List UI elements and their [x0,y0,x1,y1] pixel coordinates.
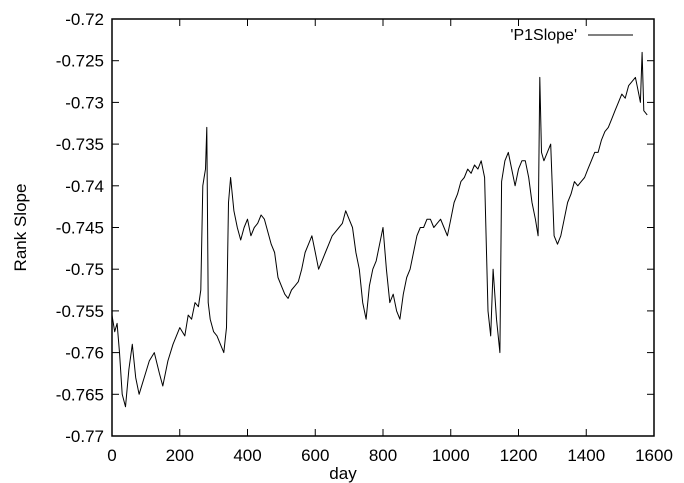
y-tick-label: -0.755 [56,302,104,321]
x-tick-label: 1000 [432,446,470,465]
x-axis-title: day [329,464,357,483]
x-tick-label: 800 [369,446,397,465]
plot-frame [111,18,655,437]
x-tick-label: 1400 [567,446,605,465]
y-tick-label: -0.74 [65,177,104,196]
x-tick-label: 1200 [500,446,538,465]
legend-label: 'P1Slope' [510,27,577,44]
y-tick-label: -0.72 [65,10,104,29]
y-axis-title: Rank Slope [11,184,30,272]
y-tick-label: -0.765 [56,385,104,404]
y-tick-label: -0.77 [65,427,104,446]
series-layer [111,51,648,408]
x-tick-label: 600 [301,446,329,465]
y-tick-label: -0.735 [56,135,104,154]
y-tick-label: -0.745 [56,219,104,238]
x-tick-label: 0 [107,446,116,465]
y-tick-label: -0.75 [65,260,104,279]
y-tick-label: -0.73 [65,93,104,112]
x-tick-label: 400 [233,446,261,465]
legend: 'P1Slope' [510,27,633,44]
y-tick-label: -0.76 [65,344,104,363]
x-tick-label: 200 [166,446,194,465]
y-tick-label: -0.725 [56,52,104,71]
series-line-p1slope [111,51,648,408]
y-axis-ticks: -0.72 -0.725 -0.73 -0.735 -0.74 -0.745 -0.75 -0… [56,10,654,446]
x-tick-label: 1600 [635,446,673,465]
x-axis-ticks: 0 200 400 600 800 1000 1200 1400 1600 [107,19,673,465]
